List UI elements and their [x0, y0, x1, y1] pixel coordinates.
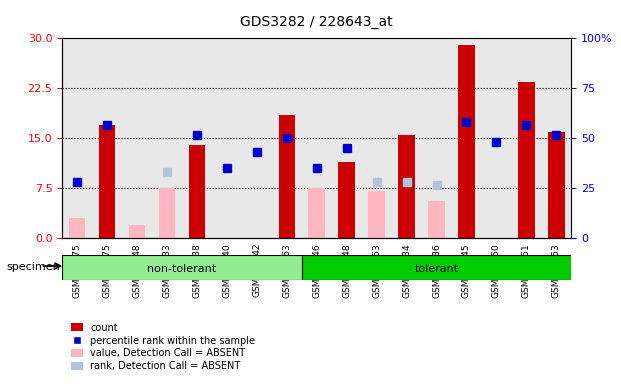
Bar [548, 132, 564, 238]
Text: GDS3282 / 228643_at: GDS3282 / 228643_at [240, 15, 393, 29]
Bar [368, 192, 385, 238]
Legend: count, percentile rank within the sample, value, Detection Call = ABSENT, rank, : count, percentile rank within the sample… [67, 319, 259, 375]
Bar [398, 135, 415, 238]
Bar [309, 188, 325, 238]
Bar [278, 115, 295, 238]
Bar [159, 188, 175, 238]
Bar [428, 202, 445, 238]
Text: non-tolerant: non-tolerant [147, 264, 217, 274]
Text: specimen: specimen [6, 262, 60, 272]
Bar [129, 225, 145, 238]
Bar [518, 82, 535, 238]
Bar [189, 145, 205, 238]
Bar [69, 218, 85, 238]
FancyBboxPatch shape [62, 255, 302, 280]
FancyBboxPatch shape [302, 255, 571, 280]
Bar [309, 192, 325, 238]
Text: tolerant: tolerant [414, 264, 458, 274]
Bar [99, 125, 116, 238]
Bar [338, 162, 355, 238]
Bar [458, 45, 474, 238]
